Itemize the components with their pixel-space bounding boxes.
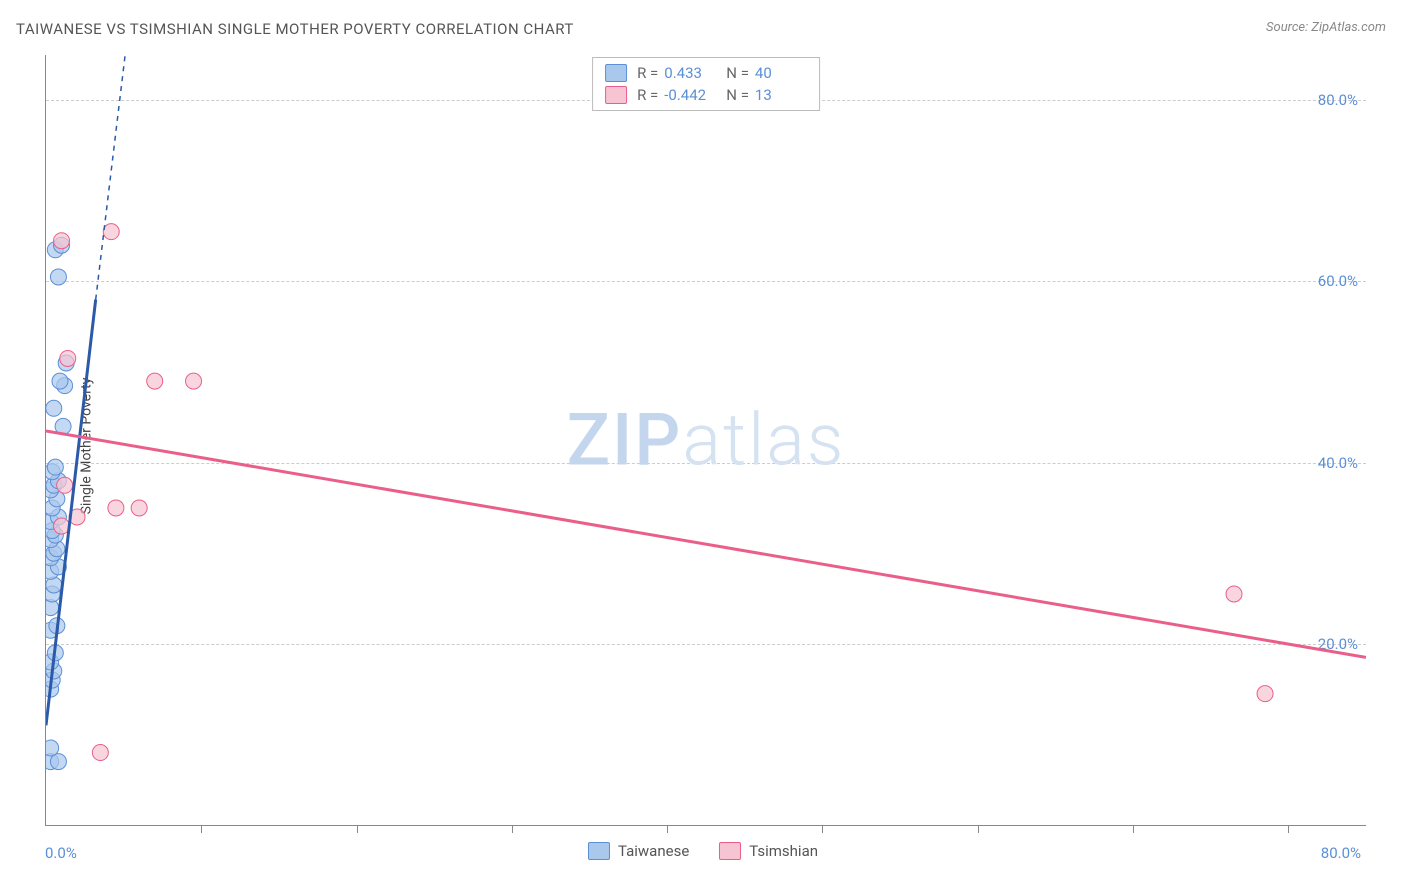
data-point-blue [46,740,59,756]
legend-swatch-pink [719,842,741,860]
n-value: 40 [755,64,807,82]
x-axis-min-label: 0.0% [45,844,77,862]
x-axis-max-label: 80.0% [1321,844,1361,862]
data-point-pink [147,373,163,389]
regression-line-pink [46,431,1366,657]
data-point-pink [1226,586,1242,602]
source-attribution: Source: ZipAtlas.com [1266,20,1386,35]
legend-row: R = 0.433 N = 40 [605,62,807,84]
data-point-pink [108,500,124,516]
data-point-pink [131,500,147,516]
legend-label: Tsimshian [749,842,818,860]
chart-plot-area: ZIPatlas R = 0.433 N = 40 R = -0.442 N =… [45,55,1366,826]
x-tick [201,825,202,833]
legend-swatch-pink [605,86,627,104]
data-point-pink [92,745,108,761]
n-label: N = [726,64,749,82]
x-tick [1288,825,1289,833]
data-point-pink [103,224,119,240]
x-tick [512,825,513,833]
r-value: -0.442 [664,86,716,104]
data-point-blue [47,459,63,475]
data-point-blue [50,269,66,285]
legend-statistics: R = 0.433 N = 40 R = -0.442 N = 13 [592,57,820,111]
data-point-pink [54,233,70,249]
x-tick [1133,825,1134,833]
legend-item: Tsimshian [719,842,818,860]
legend-series: Taiwanese Tsimshian [588,842,818,860]
r-value: 0.433 [664,64,716,82]
x-tick [978,825,979,833]
data-point-pink [186,373,202,389]
regression-line-blue-extrapolated [96,55,147,300]
legend-item: Taiwanese [588,842,689,860]
chart-svg [46,55,1366,825]
n-label: N = [726,86,749,104]
r-label: R = [637,64,658,82]
x-tick [822,825,823,833]
data-point-pink [60,350,76,366]
legend-label: Taiwanese [618,842,689,860]
r-label: R = [637,86,658,104]
data-point-pink [1257,686,1273,702]
n-value: 13 [755,86,807,104]
legend-row: R = -0.442 N = 13 [605,84,807,106]
chart-title: TAIWANESE VS TSIMSHIAN SINGLE MOTHER POV… [16,20,574,38]
data-point-pink [57,477,73,493]
legend-swatch-blue [588,842,610,860]
x-tick [357,825,358,833]
data-point-blue [52,373,68,389]
legend-swatch-blue [605,64,627,82]
data-point-blue [46,400,62,416]
x-tick [667,825,668,833]
